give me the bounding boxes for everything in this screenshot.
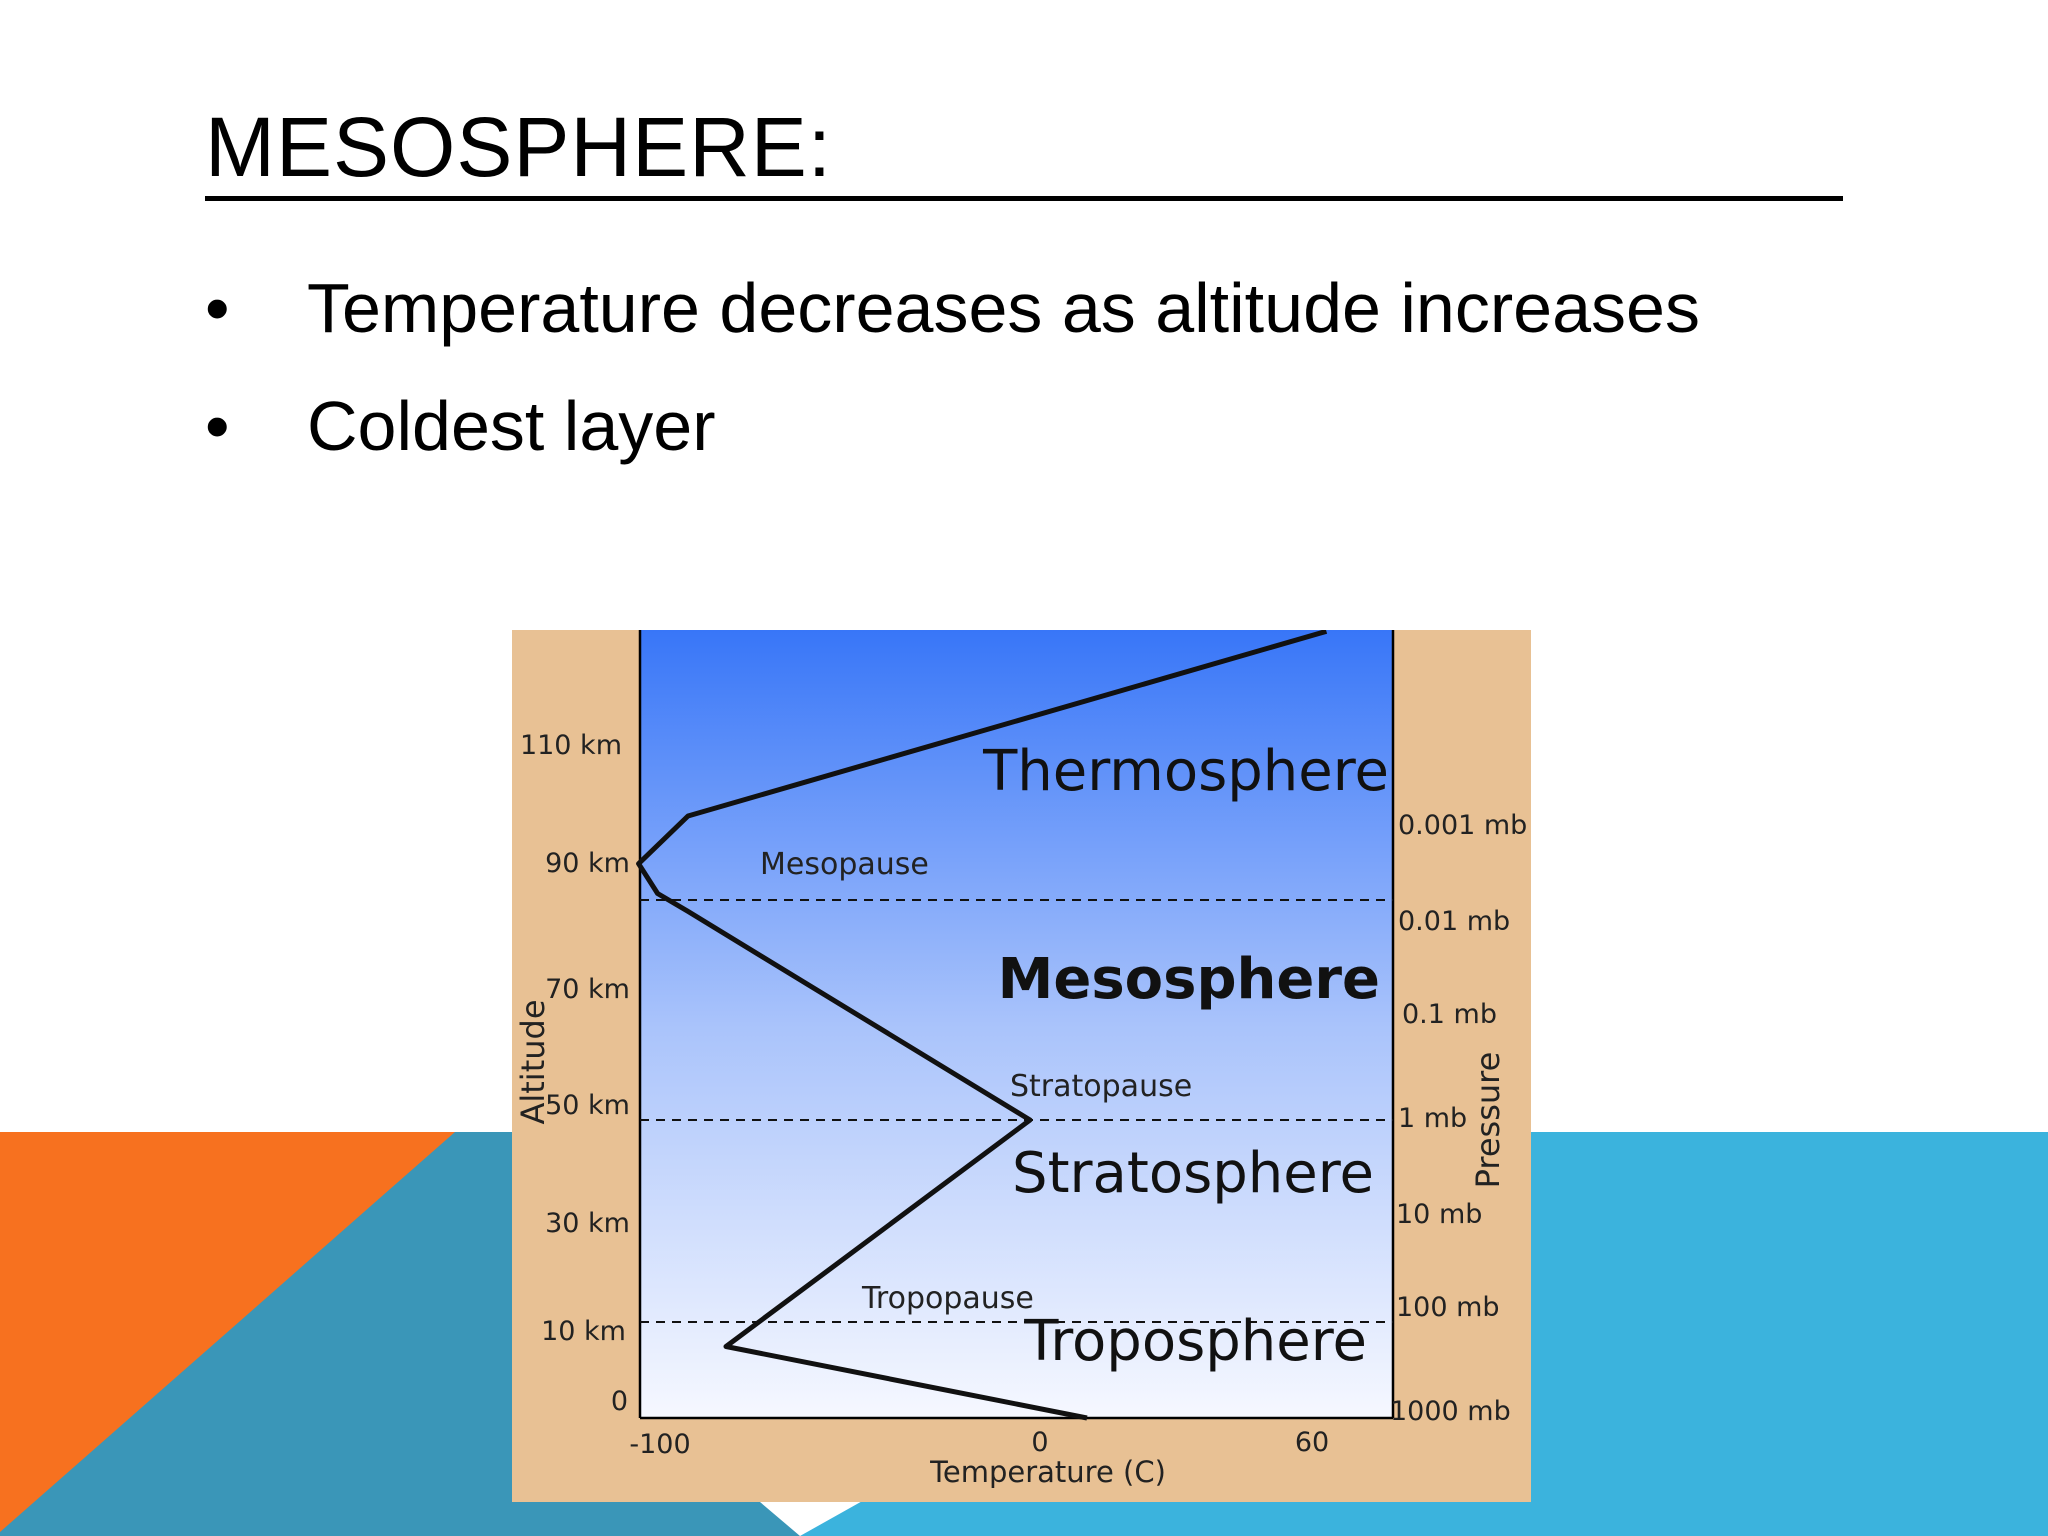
temperature-tick--100: -100 [629, 1429, 690, 1460]
pressure-tick-1000: 1000 mb [1390, 1396, 1511, 1427]
pressure-tick-10: 10 mb [1396, 1199, 1482, 1230]
pressure-tick-1: 1 mb [1398, 1103, 1467, 1134]
bullet-marker: • [205, 269, 230, 347]
pressure-tick-0.001: 0.001 mb [1398, 810, 1527, 841]
layer-label-troposphere: Troposphere [1023, 1309, 1367, 1374]
altitude-axis-label: Altitude [514, 999, 552, 1124]
altitude-tick-90: 90 km [545, 848, 630, 879]
boundary-label-tropopause: Tropopause [861, 1281, 1034, 1316]
pressure-axis-label: Pressure [1469, 1052, 1507, 1189]
bullet-text: Temperature decreases as altitude increa… [307, 269, 1700, 347]
altitude-tick-50: 50 km [545, 1090, 630, 1121]
plot-area [640, 630, 1393, 1418]
bullet-marker: • [205, 387, 230, 465]
boundary-label-stratopause: Stratopause [1010, 1069, 1192, 1104]
temperature-tick-60: 60 [1295, 1427, 1329, 1458]
altitude-tick-70: 70 km [545, 974, 630, 1005]
temperature-tick-0: 0 [1031, 1427, 1048, 1458]
temperature-profile-line [636, 630, 1328, 1421]
altitude-tick-30: 30 km [545, 1208, 630, 1239]
altitude-tick-0: 0 [611, 1386, 628, 1417]
boundary-label-mesopause: Mesopause [760, 847, 929, 882]
atmosphere-diagram: Thermosphere Mesosphere Stratosphere Tro… [512, 630, 1531, 1502]
altitude-tick-10: 10 km [541, 1316, 626, 1347]
pressure-tick-0.1: 0.1 mb [1402, 999, 1497, 1030]
slide-title: MESOSPHERE: [205, 100, 1843, 201]
altitude-tick-110: 110 km [520, 730, 622, 761]
layer-label-thermosphere: Thermosphere [982, 739, 1389, 804]
bullet-text: Coldest layer [307, 387, 716, 465]
teal-shape [0, 1132, 520, 1536]
layer-label-stratosphere: Stratosphere [1012, 1141, 1374, 1206]
pressure-tick-100: 100 mb [1396, 1292, 1500, 1323]
temperature-axis-label: Temperature (C) [929, 1455, 1166, 1489]
pressure-tick-0.01: 0.01 mb [1398, 906, 1510, 937]
layer-label-mesosphere: Mesosphere [998, 947, 1380, 1012]
